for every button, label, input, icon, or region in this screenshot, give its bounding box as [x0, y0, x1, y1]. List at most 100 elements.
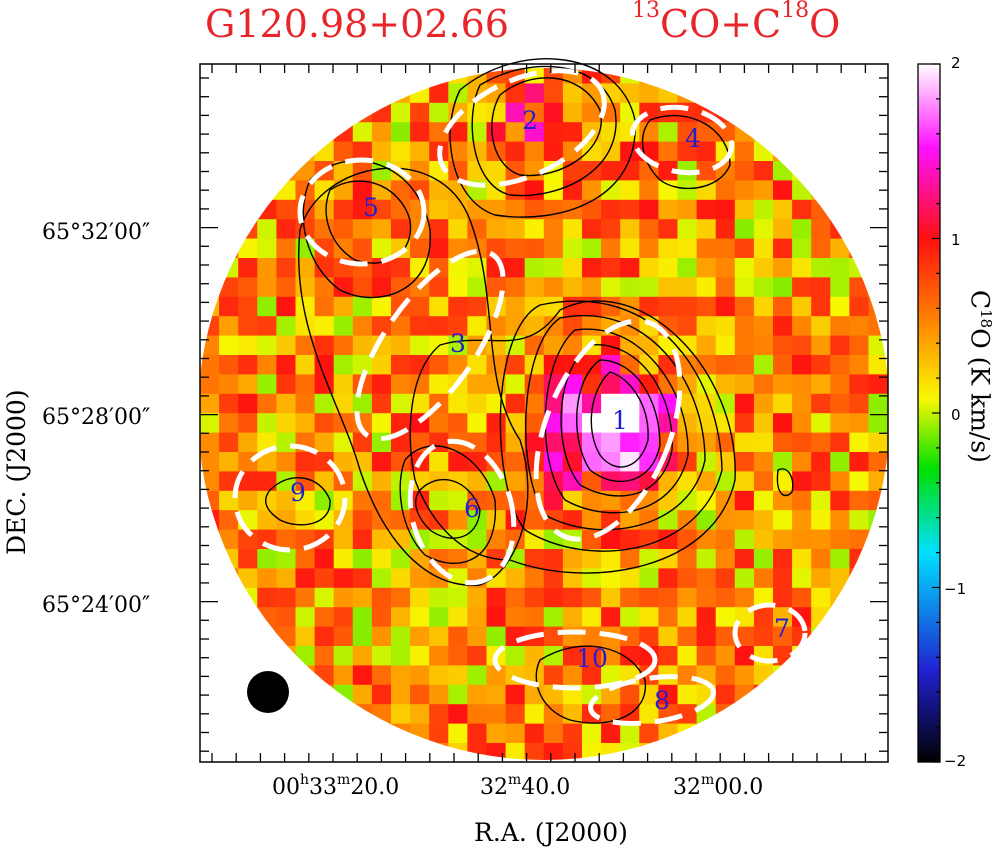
clump-ellipse-2 [437, 68, 607, 188]
pixel-cell [410, 83, 430, 104]
pixel-cell [830, 510, 850, 531]
axis-ticks [200, 64, 888, 762]
pixel-cell [295, 665, 316, 686]
pixel-cell [677, 510, 698, 531]
pixel-cell [410, 374, 430, 395]
pixel-cell [792, 471, 812, 492]
pixel-cell [257, 199, 277, 220]
pixel-cell [849, 510, 870, 531]
pixel-cell [792, 199, 812, 220]
pixel-cell [371, 471, 392, 492]
pixel-cell [830, 704, 850, 725]
pixel-cell [352, 568, 373, 589]
pixel-cell [658, 277, 679, 298]
pixel-cell [371, 355, 392, 375]
pixel-cell [219, 161, 239, 181]
pixel-cell [391, 83, 411, 104]
pixel-cell [295, 568, 316, 589]
pixel-cell [467, 665, 488, 686]
pixel-cell [753, 665, 774, 686]
pixel-cell [391, 529, 411, 550]
pixel-cell [658, 83, 679, 104]
pixel-cell [582, 549, 602, 569]
pixel-cell [391, 258, 411, 278]
pixel-cell [295, 743, 316, 760]
pixel-cell [601, 219, 621, 240]
pixel-cell [849, 607, 870, 628]
colorbar-tick-label: −2 [944, 752, 967, 770]
colorbar-tick-label: −1 [944, 580, 967, 598]
pixel-cell [696, 646, 717, 666]
pixel-cell [257, 393, 277, 414]
pixel-cell [352, 646, 373, 666]
pixel-cell [734, 510, 755, 531]
pixel-cell [830, 316, 850, 337]
source-label-8: 8 [654, 686, 670, 715]
pixel-cell [639, 607, 659, 628]
pixel-cell [505, 471, 526, 492]
pixel-cell [467, 743, 488, 760]
pixel-cell [601, 258, 621, 278]
pixel-cell [868, 122, 889, 143]
pixel-cell [562, 568, 583, 589]
pixel-cell [677, 413, 698, 434]
pixel-cell [639, 68, 659, 84]
pixel-cell [601, 665, 621, 686]
pixel-cell [792, 529, 812, 550]
pixel-cell [543, 587, 564, 608]
pixel-cell [562, 452, 583, 472]
pixel-cell [276, 568, 297, 589]
pixel-cell [868, 646, 889, 666]
pixel-cell [276, 374, 297, 395]
pixel-cell [849, 471, 870, 492]
pixel-cell [677, 490, 698, 511]
pixel-cell [734, 83, 755, 104]
pixel-cell [333, 141, 354, 162]
pixel-cell [830, 432, 850, 453]
pixel-cell [830, 626, 850, 647]
pixel-cell [257, 549, 277, 569]
pixel-cell [295, 646, 316, 666]
pixel-cell [410, 316, 430, 337]
pixel-cell [658, 161, 679, 181]
pixel-cell [505, 452, 526, 472]
pixel-cell [753, 258, 774, 278]
pixel-cell [200, 316, 220, 337]
pixel-cell [830, 413, 850, 434]
pixel-cell [773, 258, 793, 278]
pixel-cell [639, 335, 659, 356]
pixel-cell [410, 568, 430, 589]
pixel-cell [620, 723, 640, 744]
pixel-cell [601, 374, 621, 395]
pixel-cell [792, 296, 812, 317]
pixel-cell [333, 743, 354, 760]
pixel-cell [658, 296, 679, 317]
pixel-cell [773, 568, 793, 589]
pixel-cell [620, 238, 640, 259]
pixel-cell [276, 219, 297, 240]
pixel-cell [352, 665, 373, 686]
pixel-cell [753, 316, 774, 337]
pixel-cell [811, 161, 831, 181]
pixel-cell [486, 413, 507, 434]
pixel-cell [792, 432, 812, 453]
pixel-cell [620, 258, 640, 278]
pixel-cell [715, 723, 736, 744]
pixel-cell [543, 277, 564, 298]
pixel-cell [429, 626, 449, 647]
pixel-cell [601, 587, 621, 608]
pixel-cell [391, 607, 411, 628]
pixel-cell [333, 393, 354, 414]
pixel-cell [505, 607, 526, 628]
pixel-cell [448, 161, 468, 181]
pixel-cell [543, 335, 564, 356]
clump-ellipse-4 [629, 104, 735, 176]
pixel-cell [792, 665, 812, 686]
pixel-cell [582, 587, 602, 608]
pixel-cell [620, 393, 640, 414]
pixel-cell [715, 83, 736, 104]
pixel-cell [677, 529, 698, 550]
pixel-cell [371, 122, 392, 143]
pixel-cell [505, 277, 526, 298]
pixel-cell [715, 490, 736, 511]
